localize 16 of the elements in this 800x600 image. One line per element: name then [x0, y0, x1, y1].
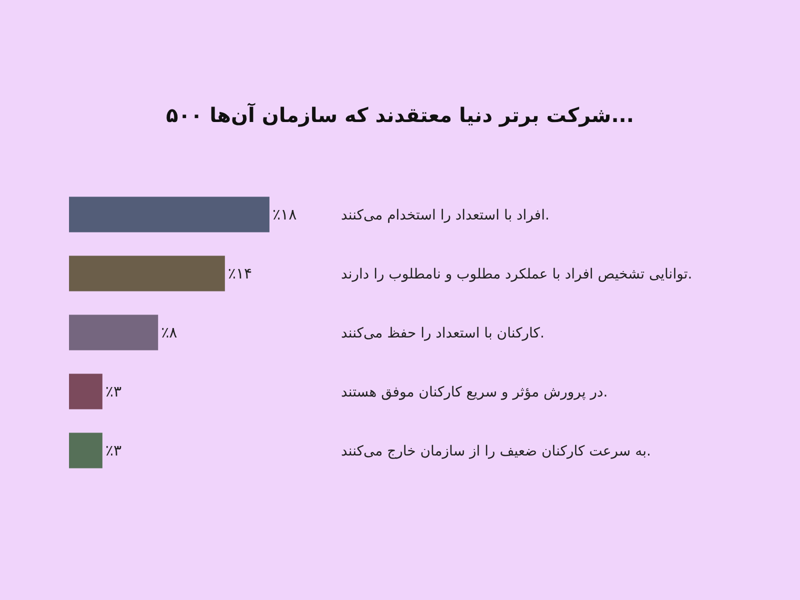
bar — [69, 256, 225, 292]
data-label: ٪۳ — [105, 382, 122, 400]
y-tick-label: در پرورش مؤثر و سریع کارکنان موفق هستند. — [341, 384, 608, 400]
data-label: ٪۱۴ — [228, 264, 252, 282]
data-label: ٪۱۸ — [272, 206, 297, 224]
bar — [69, 196, 270, 232]
data-label: ٪۳ — [105, 442, 122, 460]
bar — [69, 374, 102, 410]
y-tick-label: افراد با استعداد را استخدام می‌کنند. — [341, 207, 550, 224]
text: ۵۰۰ شرکت برتر دنیا معتقدند که سازمان آن‌ها... — [166, 102, 634, 127]
bar — [69, 314, 158, 350]
y-tick-label: کارکنان با استعداد را حفظ می‌کنند. — [341, 325, 544, 342]
y-tick-label: به سرعت کارکنان ضعیف را از سازمان خارج می‌کنند. — [341, 443, 651, 460]
y-tick-label: توانایی تشخیص افراد با عملکرد مطلوب و نامطلوب را دارند. — [341, 266, 692, 282]
data-label: ٪۸ — [161, 324, 178, 342]
bar — [69, 432, 102, 468]
